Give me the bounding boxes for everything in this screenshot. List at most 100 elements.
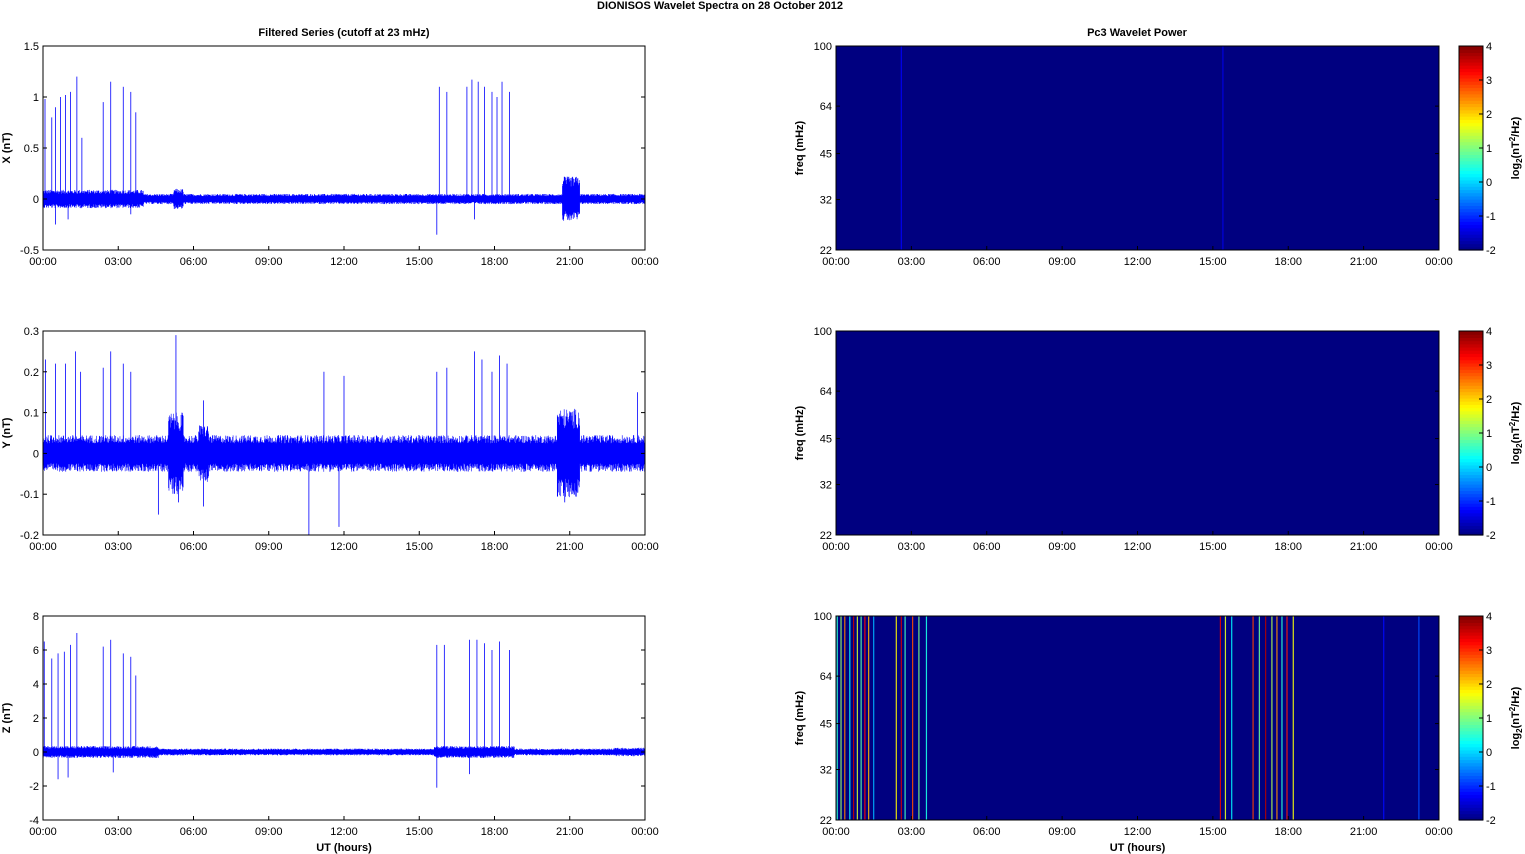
y-axis-label: freq (mHz)	[794, 120, 806, 175]
colorbar-segment	[1459, 487, 1483, 491]
colorbar-segment	[1459, 144, 1483, 149]
y-tick-label: 22	[820, 245, 832, 257]
colorbar-segment	[1459, 71, 1483, 76]
colorbar-segment	[1459, 781, 1483, 786]
x-tick-label: 09:00	[1048, 256, 1076, 268]
colorbar-segment	[1459, 647, 1483, 652]
colorbar-segment	[1459, 784, 1483, 789]
colorbar-segment	[1459, 721, 1483, 725]
x-tick-label: 00:00	[631, 541, 659, 553]
colorbar-segment	[1459, 97, 1483, 101]
colorbar-segment	[1459, 237, 1483, 242]
colorbar-segment	[1459, 49, 1483, 53]
colorbar-segment	[1459, 673, 1483, 678]
colorbar-segment	[1459, 743, 1483, 748]
y-tick-label: 6	[33, 645, 39, 657]
colorbar-segment	[1459, 151, 1483, 155]
colorbar-segment	[1459, 525, 1483, 530]
colorbar-segment	[1459, 702, 1483, 706]
colorbar-segment	[1459, 173, 1483, 178]
plot-area	[43, 616, 645, 820]
colorbar-segment	[1459, 170, 1483, 175]
colorbar-segment	[1459, 103, 1483, 108]
colorbar-segment	[1459, 211, 1483, 216]
y-tick-label: -0.1	[20, 489, 39, 501]
colorbar-segment	[1459, 61, 1483, 66]
colorbar-label-part: log	[1510, 733, 1522, 750]
colorbar-tick-label: 1	[1486, 143, 1492, 155]
spectrogram-background	[836, 46, 1439, 250]
y-tick-label: 0.2	[24, 367, 39, 379]
colorbar-tick-label: 3	[1486, 360, 1492, 372]
colorbar-label-part: log	[1510, 163, 1522, 180]
colorbar-segment	[1459, 378, 1483, 383]
x-tick-label: 15:00	[1199, 256, 1227, 268]
colorbar-segment	[1459, 800, 1483, 805]
colorbar-tick-label: -2	[1486, 530, 1496, 542]
colorbar-segment	[1459, 84, 1483, 89]
colorbar-segment	[1459, 528, 1483, 533]
colorbar-segment	[1459, 503, 1483, 507]
y-axis-label: Y (nT)	[1, 417, 13, 448]
colorbar-segment	[1459, 746, 1483, 751]
colorbar-segment	[1459, 791, 1483, 796]
colorbar-segment	[1459, 205, 1483, 210]
colorbar-segment	[1459, 813, 1483, 818]
colorbar-segment	[1459, 711, 1483, 716]
colorbar-segment	[1459, 202, 1483, 206]
colorbar-label-part: 2	[1508, 706, 1517, 711]
colorbar-segment	[1459, 695, 1483, 700]
colorbar-segment	[1459, 660, 1483, 665]
x-tick-label: 21:00	[1350, 256, 1378, 268]
colorbar-segment	[1459, 496, 1483, 501]
colorbar-segment	[1459, 654, 1483, 659]
colorbar-segment	[1459, 401, 1483, 405]
colorbar-segment	[1459, 667, 1483, 671]
colorbar-segment	[1459, 426, 1483, 431]
colorbar-segment	[1459, 769, 1483, 773]
y-tick-label: 22	[820, 530, 832, 542]
colorbar-segment	[1459, 208, 1483, 213]
colorbar-segment	[1459, 499, 1483, 504]
colorbar-segment	[1459, 676, 1483, 681]
colorbar-tick-label: 4	[1486, 326, 1492, 338]
colorbar-segment	[1459, 55, 1483, 60]
colorbar-segment	[1459, 46, 1483, 50]
x-axis-label: UT (hours)	[316, 842, 372, 854]
x-tick-label: 21:00	[1350, 541, 1378, 553]
colorbar-segment	[1459, 122, 1483, 127]
x-tick-label: 15:00	[1199, 541, 1227, 553]
colorbar-segment	[1459, 638, 1483, 643]
x-tick-label: 18:00	[1274, 541, 1302, 553]
colorbar-segment	[1459, 512, 1483, 517]
x-tick-label: 18:00	[481, 541, 509, 553]
colorbar-segment	[1459, 663, 1483, 668]
y-tick-label: 1	[33, 92, 39, 104]
spectrogram-background	[836, 331, 1439, 535]
y-tick-label: 100	[814, 326, 832, 338]
colorbar-segment	[1459, 682, 1483, 687]
colorbar-segment	[1459, 464, 1483, 469]
x-tick-label: 09:00	[1048, 826, 1076, 838]
y-axis-label: freq (mHz)	[794, 690, 806, 745]
colorbar-segment	[1459, 679, 1483, 684]
colorbar-segment	[1459, 433, 1483, 437]
colorbar-segment	[1459, 772, 1483, 776]
colorbar-segment	[1459, 471, 1483, 476]
y-tick-label: 22	[820, 815, 832, 827]
y-tick-label: 4	[33, 679, 39, 691]
colorbar-segment	[1459, 179, 1483, 184]
x-tick-label: 06:00	[180, 826, 208, 838]
colorbar-segment	[1459, 100, 1483, 104]
colorbar-label-part: /Hz)	[1510, 116, 1522, 137]
colorbar-segment	[1459, 366, 1483, 370]
x-tick-label: 09:00	[255, 256, 283, 268]
colorbar-segment	[1459, 346, 1483, 351]
colorbar-segment	[1459, 762, 1483, 767]
colorbar-segment	[1459, 727, 1483, 732]
right-column-title: Pc3 Wavelet Power	[1087, 27, 1188, 39]
colorbar-segment	[1459, 490, 1483, 495]
colorbar-segment	[1459, 622, 1483, 627]
x-tick-label: 03:00	[898, 256, 926, 268]
